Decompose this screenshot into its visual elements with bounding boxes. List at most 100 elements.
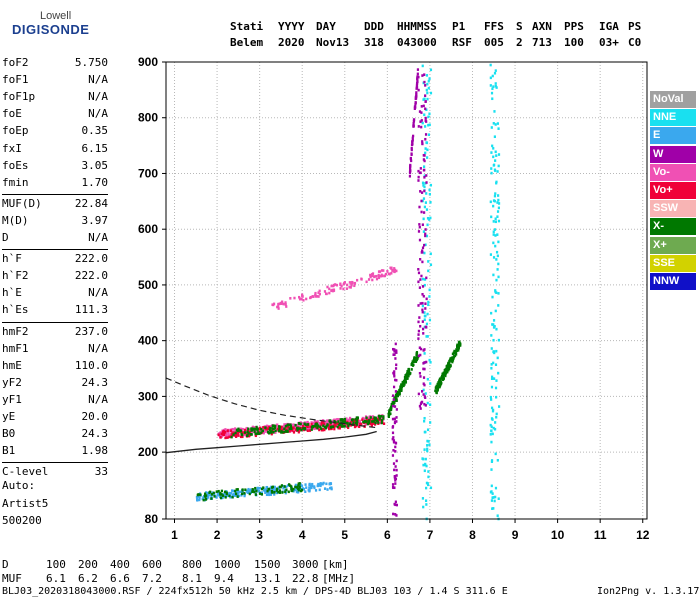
- data-point: [421, 310, 424, 314]
- data-point: [301, 295, 304, 298]
- data-point: [491, 507, 494, 510]
- data-point: [425, 88, 428, 92]
- data-point: [304, 423, 307, 426]
- footer-value: 6.2: [78, 572, 98, 585]
- data-point: [232, 489, 235, 493]
- data-point: [275, 491, 279, 495]
- legend-item-e: E: [650, 127, 696, 145]
- data-point: [416, 355, 419, 358]
- data-point: [424, 147, 427, 150]
- data-point: [427, 86, 430, 90]
- data-point: [289, 297, 292, 300]
- data-point: [220, 489, 224, 493]
- data-point: [256, 428, 259, 432]
- footer-value: 22.8: [292, 572, 319, 585]
- data-point: [283, 427, 286, 431]
- data-point: [387, 412, 391, 416]
- data-point: [329, 482, 333, 486]
- data-point: [353, 418, 356, 422]
- data-point: [202, 496, 205, 499]
- data-point: [369, 275, 372, 279]
- data-point: [491, 87, 494, 90]
- data-point: [438, 383, 441, 386]
- data-point: [370, 422, 373, 426]
- data-point: [492, 199, 496, 202]
- data-point: [339, 418, 342, 421]
- data-point: [326, 419, 330, 422]
- y-tick-label: 600: [138, 222, 158, 236]
- data-point: [421, 304, 424, 308]
- header-value-4: 043000: [397, 36, 437, 49]
- data-point: [391, 454, 395, 457]
- data-point: [279, 485, 282, 489]
- data-point: [314, 294, 318, 298]
- data-point: [424, 94, 427, 98]
- header-value-6: 005: [484, 36, 504, 49]
- param-name: h`Es: [2, 303, 29, 317]
- data-point: [426, 216, 430, 220]
- data-point: [418, 371, 422, 375]
- param-value: N/A: [88, 341, 108, 355]
- data-point: [457, 343, 460, 347]
- param-value: 22.84: [74, 196, 108, 210]
- data-point: [490, 171, 493, 175]
- data-point: [393, 502, 396, 506]
- data-point: [306, 423, 310, 426]
- data-point: [333, 422, 336, 426]
- data-point: [493, 325, 496, 328]
- data-point: [421, 223, 424, 227]
- data-point: [420, 390, 424, 393]
- data-point: [399, 388, 402, 392]
- data-point: [490, 347, 493, 350]
- data-point: [369, 416, 372, 419]
- data-point: [422, 158, 425, 161]
- header-value-2: Nov13: [316, 36, 350, 49]
- data-point: [424, 307, 427, 310]
- data-point: [247, 433, 251, 437]
- data-point: [446, 368, 449, 371]
- data-point: [308, 489, 311, 492]
- data-point: [418, 238, 422, 242]
- data-point: [411, 360, 414, 363]
- data-point: [297, 487, 300, 491]
- data-point: [342, 425, 345, 428]
- data-point: [455, 349, 459, 353]
- param-value: 6.15: [81, 141, 109, 155]
- data-point: [338, 418, 341, 421]
- data-point: [391, 404, 395, 408]
- data-point: [394, 378, 397, 382]
- data-point: [421, 277, 425, 281]
- data-point: [452, 351, 455, 355]
- data-point: [490, 151, 493, 154]
- data-point: [495, 154, 498, 157]
- data-point: [421, 246, 425, 250]
- data-point: [419, 278, 422, 281]
- param-name: B1: [2, 444, 16, 458]
- data-point: [284, 491, 287, 495]
- data-point: [392, 347, 395, 351]
- param-value: 110.0: [74, 358, 108, 372]
- data-point: [205, 494, 208, 497]
- data-point: [343, 420, 346, 424]
- data-point: [395, 269, 398, 273]
- data-point: [395, 351, 398, 354]
- data-point: [320, 423, 323, 426]
- data-point: [494, 290, 497, 294]
- data-point: [317, 295, 320, 298]
- data-point: [435, 384, 438, 388]
- data-point: [285, 305, 288, 308]
- data-point: [389, 412, 392, 416]
- data-point: [196, 493, 199, 497]
- footer-value: 7.2: [142, 572, 162, 585]
- data-point: [224, 495, 227, 499]
- data-point: [417, 271, 421, 275]
- data-point: [220, 493, 223, 496]
- data-point: [416, 77, 419, 80]
- data-point: [316, 424, 320, 428]
- footer-value: 3000: [292, 558, 319, 571]
- footer-value: 13.1: [254, 572, 281, 585]
- data-point: [423, 174, 426, 178]
- data-point: [268, 428, 271, 432]
- data-point: [270, 425, 273, 428]
- data-point: [377, 418, 380, 422]
